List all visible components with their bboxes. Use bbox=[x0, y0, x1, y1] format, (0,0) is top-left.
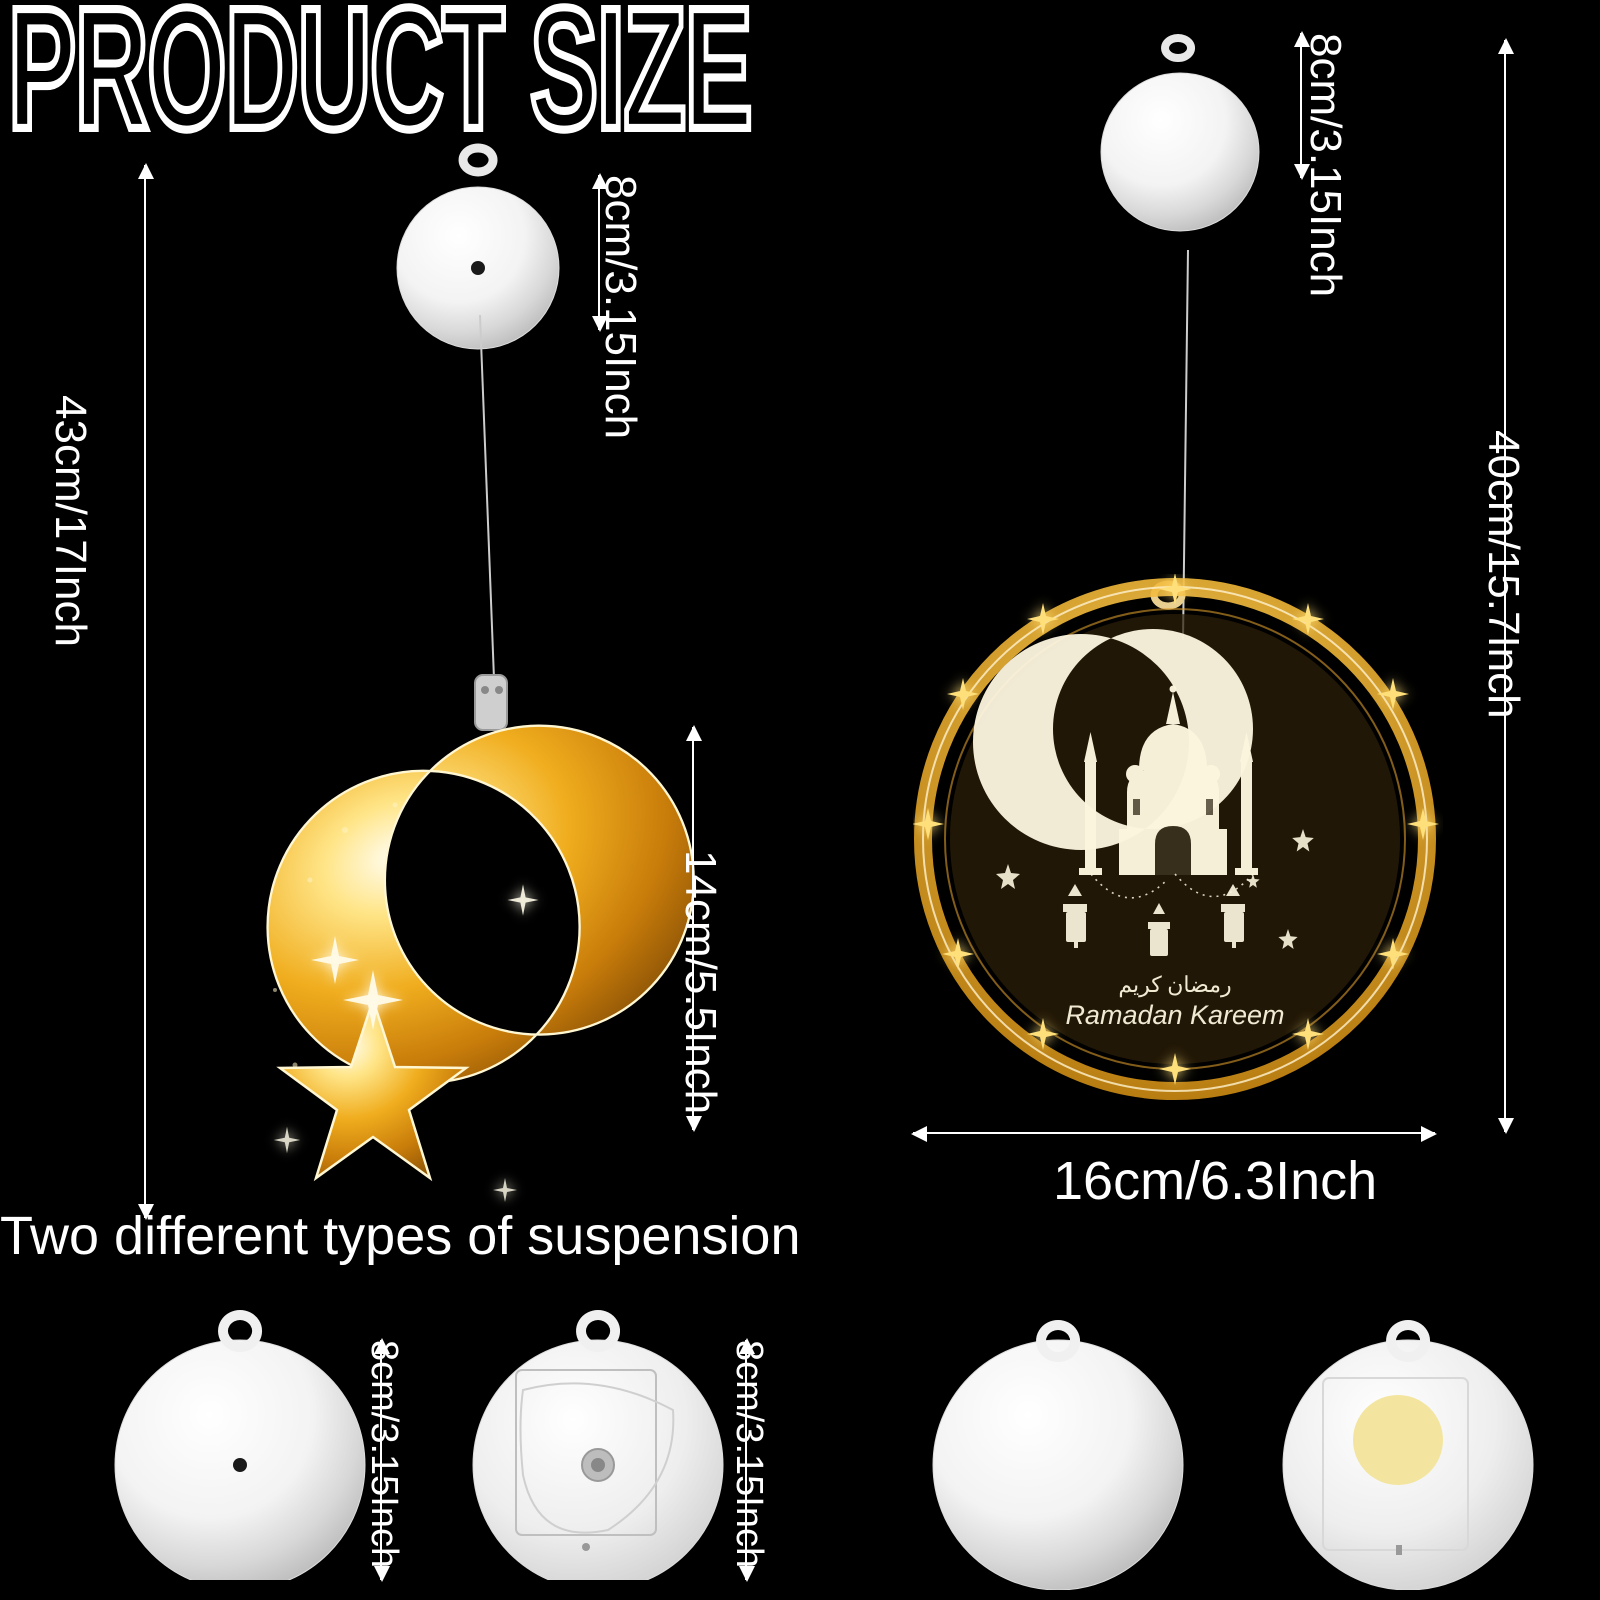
svg-text:رمضان كريم: رمضان كريم bbox=[1118, 972, 1231, 998]
svg-text:Ramadan Kareem: Ramadan Kareem bbox=[1065, 1000, 1284, 1030]
